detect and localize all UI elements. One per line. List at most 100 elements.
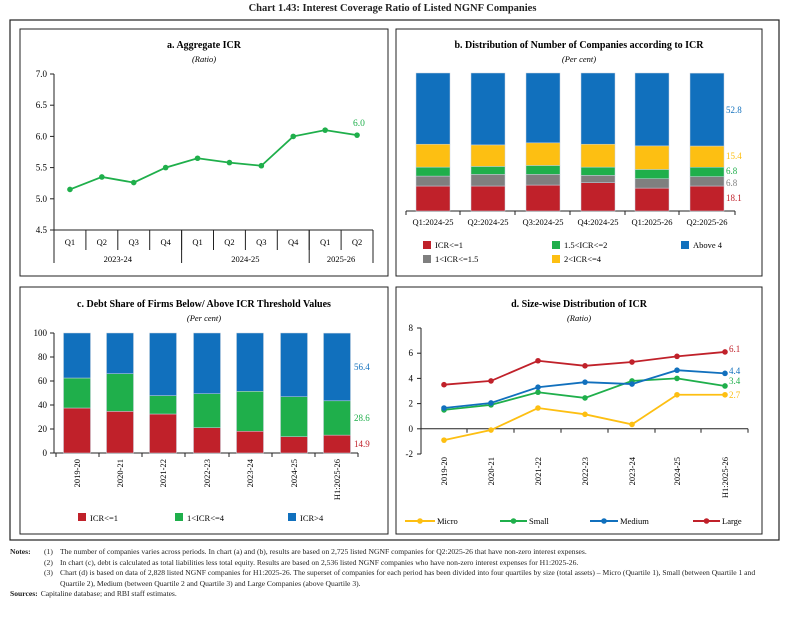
sources-text: Capitaline database; and RBI staff estim…: [40, 589, 177, 598]
bar-segment: [634, 169, 670, 179]
y-tick-label: 4.5: [36, 225, 48, 235]
data-point: [488, 378, 494, 384]
x-tick-label: Q4:2024-25: [577, 217, 618, 227]
end-value-label: 52.8: [726, 105, 742, 115]
panel-b-frame: [395, 28, 763, 277]
legend-label: ICR<=1: [90, 513, 118, 523]
legend-label: 2<ICR<=4: [564, 254, 602, 264]
x-tick-label: Q1:2025-26: [631, 217, 672, 227]
y-tick-label: 80: [38, 352, 48, 362]
panel-a-subtitle: (Ratio): [192, 54, 216, 64]
bar-segment: [323, 400, 351, 436]
x-tick-label: Q3: [129, 237, 139, 247]
panel-d-frame: [395, 286, 763, 535]
legend-marker: [510, 518, 517, 524]
x-tick-label: 2022-23: [202, 459, 212, 487]
x-tick-label: Q2: [97, 237, 107, 247]
bar-segment: [415, 185, 451, 212]
legend-label: 1.5<ICR<=2: [564, 240, 607, 250]
sources-label: Sources:: [10, 589, 38, 598]
legend-swatch: [681, 241, 689, 249]
bar-segment: [193, 393, 221, 428]
bar-segment: [689, 72, 725, 147]
end-value-label: 6.8: [726, 178, 738, 188]
series-line: [443, 393, 725, 442]
bar-segment: [415, 143, 451, 168]
data-point: [488, 427, 494, 433]
bar-segment: [580, 166, 616, 176]
end-value-label: 14.9: [354, 439, 370, 449]
x-tick-label: Q3:2024-25: [522, 217, 563, 227]
note-number: (3): [44, 568, 53, 577]
y-tick-label: 6: [409, 348, 414, 358]
bar-segment: [634, 72, 670, 147]
legend-swatch: [78, 513, 86, 521]
legend-label: 1<ICR<=1.5: [435, 254, 478, 264]
notes-label: Notes:: [10, 547, 31, 556]
x-tick-label: 2021-22: [158, 459, 168, 487]
legend-label: 1<ICR<=4: [187, 513, 225, 523]
legend-swatch: [288, 513, 296, 521]
end-value-label: 28.6: [354, 413, 370, 423]
note-text: Chart (d) is based on data of 2,828 list…: [60, 568, 756, 588]
panel-a-frame: [19, 28, 389, 277]
data-point: [674, 391, 680, 398]
bar-segment: [149, 332, 177, 396]
data-point: [722, 349, 728, 355]
data-point: [194, 155, 201, 162]
legend-label: Medium: [620, 516, 649, 526]
note-text: The number of companies varies across pe…: [60, 547, 587, 556]
legend-marker: [601, 518, 607, 524]
x-tick-label: H1:2025-26: [332, 459, 342, 500]
x-tick-label: 2024-25: [672, 457, 682, 485]
bar-segment: [580, 72, 616, 145]
x-tick-label: 2020-21: [486, 457, 496, 485]
legend-swatch: [552, 241, 560, 249]
legend-swatch: [423, 241, 431, 249]
y-tick-label: 100: [34, 328, 48, 338]
data-point: [722, 370, 728, 377]
bar-segment: [525, 165, 561, 175]
data-point: [629, 359, 635, 365]
bar-segment: [689, 167, 725, 177]
data-point: [322, 127, 328, 133]
panel-b-title: b. Distribution of Number of Companies a…: [455, 40, 705, 51]
x-tick-label: 2022-23: [580, 457, 590, 485]
x-tick-label: 2024-25: [289, 459, 299, 487]
data-point: [67, 186, 73, 193]
data-point: [226, 159, 233, 166]
data-point: [441, 405, 447, 411]
bar-segment: [63, 332, 91, 379]
bar-segment: [236, 332, 264, 392]
bar-segment: [106, 373, 134, 412]
chart-title: Chart 1.43: Interest Coverage Ratio of L…: [248, 3, 537, 14]
data-point: [629, 421, 635, 428]
data-point: [582, 395, 588, 401]
bar-segment: [106, 332, 134, 374]
end-value-label: 18.1: [726, 193, 742, 203]
legend-label: Micro: [437, 516, 458, 526]
note-number: (1): [44, 547, 53, 556]
bar-segment: [193, 332, 221, 394]
panel-a-title: a. Aggregate ICR: [167, 40, 242, 51]
y-tick-label: 8: [409, 323, 414, 333]
bar-segment: [525, 174, 561, 186]
series-line: [69, 129, 358, 191]
y-tick-label: 6.5: [36, 100, 48, 110]
x-group-label: 2023-24: [104, 254, 133, 264]
outer-frame: [9, 19, 780, 541]
bar-segment: [415, 166, 451, 177]
bar-segment: [470, 174, 506, 187]
y-tick-label: 60: [38, 376, 48, 386]
data-point: [722, 383, 728, 389]
legend-swatch: [423, 255, 431, 263]
x-tick-label: Q2:2024-25: [467, 217, 508, 227]
x-tick-label: Q1: [320, 237, 330, 247]
bar-segment: [470, 72, 506, 146]
data-point: [535, 357, 541, 364]
bar-segment: [580, 143, 616, 168]
data-point: [258, 162, 265, 169]
y-tick-label: -2: [406, 449, 414, 459]
end-value-label: 6.0: [353, 119, 365, 129]
legend-swatch: [552, 255, 560, 263]
